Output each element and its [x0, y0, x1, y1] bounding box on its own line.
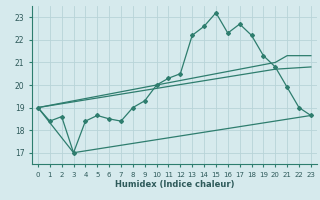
X-axis label: Humidex (Indice chaleur): Humidex (Indice chaleur) [115, 180, 234, 189]
